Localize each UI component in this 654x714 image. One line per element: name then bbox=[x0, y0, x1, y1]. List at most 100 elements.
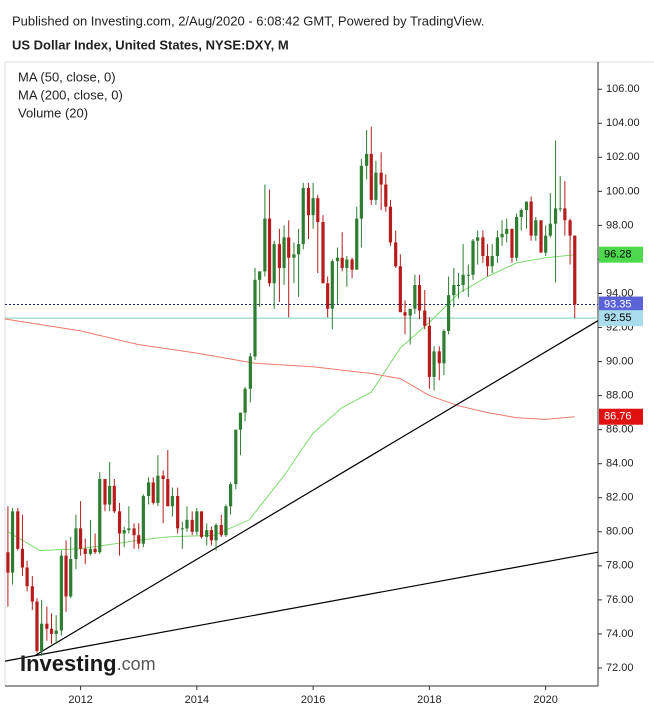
candle-body bbox=[253, 279, 257, 357]
candle-body bbox=[398, 266, 402, 313]
candle-body bbox=[190, 519, 194, 532]
candle-body bbox=[292, 254, 296, 258]
candle-body bbox=[365, 153, 369, 166]
candle-body bbox=[195, 511, 199, 532]
candle-body bbox=[156, 475, 160, 503]
price-tag bbox=[599, 296, 643, 313]
candle-body bbox=[529, 201, 533, 236]
candle-body bbox=[515, 216, 519, 258]
candle-body bbox=[427, 325, 432, 377]
candle-body bbox=[141, 496, 145, 544]
candle-body bbox=[277, 244, 282, 268]
candle-body bbox=[340, 257, 344, 268]
y-tick-label: 74.00 bbox=[606, 628, 634, 640]
candle-body bbox=[355, 218, 359, 270]
candle-body bbox=[83, 548, 87, 554]
candle-body bbox=[437, 351, 441, 364]
candle-body bbox=[243, 388, 247, 413]
chart-title: US Dollar Index, United States, NYSE:DXY… bbox=[12, 37, 289, 52]
candle-body bbox=[452, 284, 456, 296]
candle-body bbox=[224, 506, 228, 536]
candle-body bbox=[248, 356, 252, 389]
candle-body bbox=[423, 310, 427, 326]
candle-body bbox=[214, 524, 218, 541]
y-tick-label: 94.00 bbox=[606, 287, 634, 299]
candle-body bbox=[117, 511, 122, 534]
y-tick-label: 84.00 bbox=[606, 458, 634, 470]
candle-body bbox=[74, 528, 78, 560]
candle-body bbox=[495, 237, 500, 257]
candle-body bbox=[161, 475, 165, 480]
price-tag-label: 96.28 bbox=[604, 249, 632, 261]
candle-body bbox=[54, 630, 58, 634]
candle-body bbox=[524, 201, 529, 211]
candle-body bbox=[122, 530, 126, 534]
candle-body bbox=[180, 528, 184, 530]
price-tag-label: 86.76 bbox=[604, 411, 632, 423]
candle-body bbox=[408, 308, 412, 316]
candle-body bbox=[558, 208, 562, 210]
candle-body bbox=[127, 528, 131, 531]
y-tick-label: 72.00 bbox=[606, 662, 634, 674]
y-tick-label: 80.00 bbox=[606, 526, 634, 538]
candle-body bbox=[170, 496, 175, 507]
candle-body bbox=[6, 552, 10, 573]
legend-entry: MA (200, close, 0) bbox=[18, 87, 123, 102]
candle-body bbox=[137, 535, 141, 544]
trendline bbox=[33, 320, 599, 657]
candle-body bbox=[573, 235, 577, 305]
candle-body bbox=[20, 548, 25, 568]
candle-body bbox=[59, 555, 63, 631]
y-tick-label: 104.00 bbox=[606, 117, 640, 129]
x-tick-label: 2020 bbox=[533, 694, 557, 706]
price-tag-label: 92.55 bbox=[604, 312, 632, 324]
plot-area: 72.00 74.00 76.00 78.00 80.00 82.00 84.00 86.00… bbox=[4, 83, 643, 706]
candle-body bbox=[442, 330, 446, 364]
candle-body bbox=[16, 511, 20, 549]
y-tick-label: 90.00 bbox=[606, 355, 634, 367]
candle-body bbox=[544, 235, 548, 253]
candle-body bbox=[296, 244, 301, 255]
candle-body bbox=[282, 237, 286, 268]
candle-body bbox=[500, 233, 504, 238]
candle-body bbox=[548, 223, 552, 236]
candle-body bbox=[456, 284, 461, 286]
candle-body bbox=[176, 496, 180, 529]
candle-body bbox=[316, 198, 320, 222]
x-tick-label: 2018 bbox=[417, 694, 441, 706]
candle-body bbox=[272, 244, 276, 284]
candle-body bbox=[345, 259, 349, 268]
candle-body bbox=[112, 485, 116, 512]
legend-entry: Volume (20) bbox=[18, 105, 88, 120]
candle-body bbox=[388, 206, 393, 243]
candle-body bbox=[476, 237, 480, 241]
candle-body bbox=[519, 210, 523, 217]
candle-body bbox=[461, 274, 465, 285]
y-tick-label: 106.00 bbox=[606, 83, 640, 95]
candle-body bbox=[374, 172, 378, 200]
candle-body bbox=[219, 524, 223, 536]
candle-body bbox=[93, 548, 97, 553]
price-tag bbox=[599, 408, 643, 425]
candle-body bbox=[335, 257, 340, 262]
candle-body bbox=[205, 530, 209, 537]
candle-body bbox=[350, 259, 354, 270]
price-tag-label: 93.35 bbox=[604, 298, 632, 310]
candle-body bbox=[481, 237, 485, 257]
candle-body bbox=[103, 479, 107, 505]
candle-body bbox=[49, 628, 54, 634]
legend-entry: MA (50, close, 0) bbox=[18, 69, 116, 84]
candle-body bbox=[490, 256, 494, 267]
candle-body bbox=[471, 240, 475, 275]
candle-body bbox=[238, 412, 243, 430]
candle-body bbox=[25, 567, 29, 587]
y-tick-label: 78.00 bbox=[606, 560, 634, 572]
candle-body bbox=[466, 274, 470, 276]
candle-body bbox=[510, 228, 514, 258]
candle-body bbox=[432, 351, 436, 377]
candle-body bbox=[394, 242, 398, 267]
candle-body bbox=[485, 256, 490, 267]
candle-body bbox=[40, 623, 44, 651]
